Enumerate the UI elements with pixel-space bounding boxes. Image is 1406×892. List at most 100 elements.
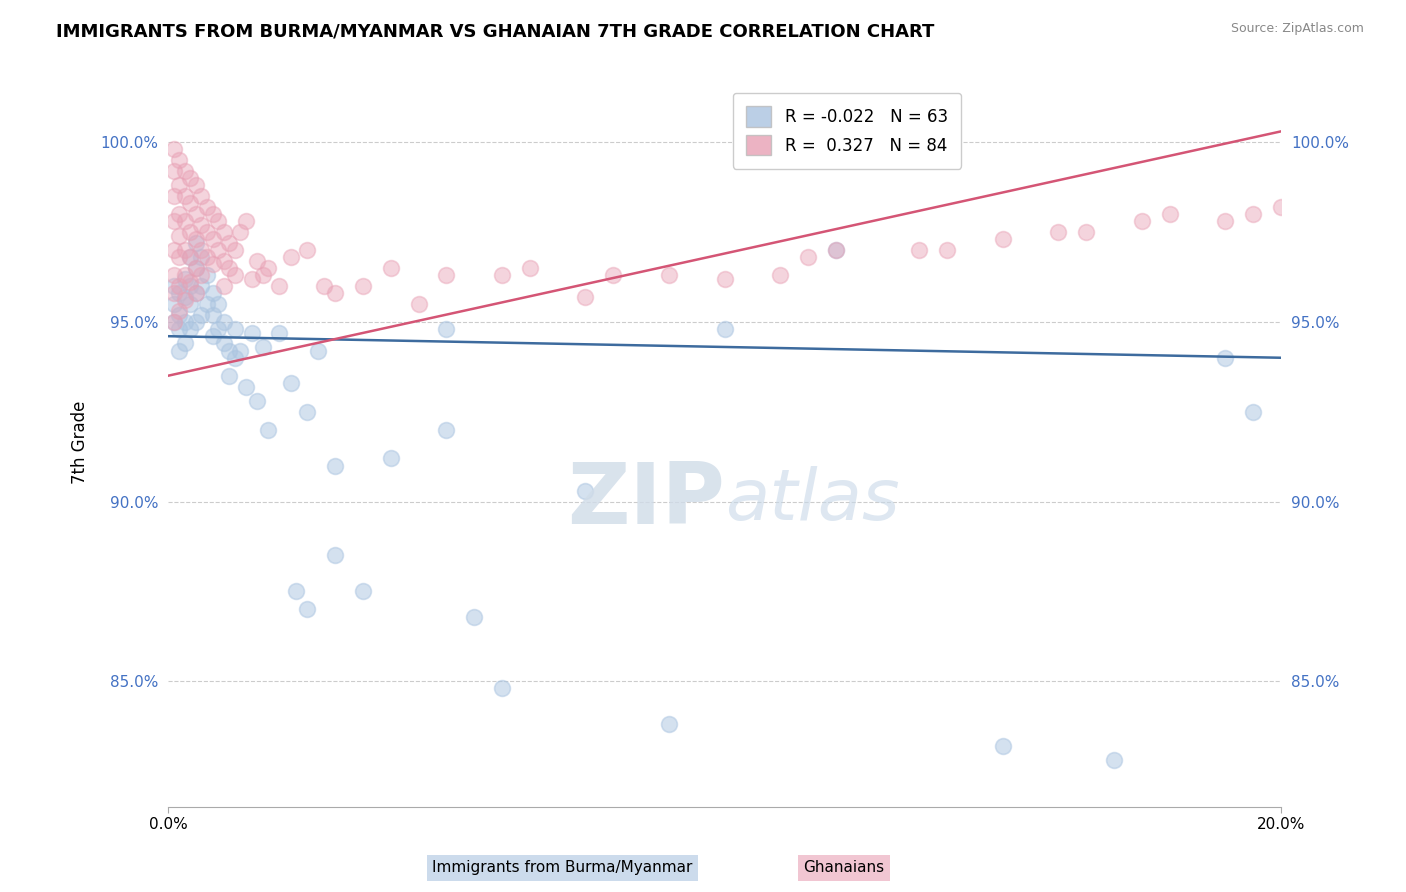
Point xyxy=(212,278,235,293)
Point xyxy=(179,250,201,264)
Text: IMMIGRANTS FROM BURMA/MYANMAR VS GHANAIAN 7TH GRADE CORRELATION CHART: IMMIGRANTS FROM BURMA/MYANMAR VS GHANAIA… xyxy=(56,22,935,40)
Point xyxy=(658,268,681,282)
Point xyxy=(190,268,212,282)
Point xyxy=(224,243,246,257)
Point xyxy=(323,458,346,473)
Point xyxy=(1076,225,1098,239)
Point xyxy=(352,278,374,293)
Point xyxy=(1270,200,1292,214)
Point xyxy=(323,549,346,563)
Point xyxy=(167,304,190,318)
Point xyxy=(162,315,184,329)
Point xyxy=(1047,225,1070,239)
Point xyxy=(229,343,252,358)
Point xyxy=(167,278,190,293)
Point xyxy=(307,343,329,358)
Point xyxy=(173,243,195,257)
Point xyxy=(257,423,280,437)
Point xyxy=(184,260,207,275)
Point xyxy=(713,322,735,336)
Point xyxy=(235,214,257,228)
Point xyxy=(574,290,596,304)
Point xyxy=(173,336,195,351)
Text: atlas: atlas xyxy=(724,467,900,535)
Point xyxy=(246,253,269,268)
Point xyxy=(184,232,207,246)
Point xyxy=(463,609,485,624)
Point xyxy=(179,297,201,311)
Point xyxy=(201,257,224,271)
Point xyxy=(167,153,190,167)
Point xyxy=(167,207,190,221)
Point xyxy=(257,260,280,275)
Point xyxy=(184,315,207,329)
Point xyxy=(190,278,212,293)
Point xyxy=(212,336,235,351)
Point xyxy=(434,423,457,437)
Point xyxy=(195,250,218,264)
Point xyxy=(162,164,184,178)
Point xyxy=(408,297,430,311)
Point xyxy=(991,739,1014,753)
Point xyxy=(195,268,218,282)
Point xyxy=(825,243,848,257)
Point xyxy=(519,260,541,275)
Point xyxy=(658,717,681,731)
Point xyxy=(173,189,195,203)
Point xyxy=(224,322,246,336)
Point xyxy=(179,225,201,239)
Point xyxy=(240,326,263,340)
Point xyxy=(167,178,190,193)
Point xyxy=(212,315,235,329)
Point xyxy=(195,297,218,311)
Point xyxy=(173,315,195,329)
Point xyxy=(936,243,959,257)
Point xyxy=(190,243,212,257)
Point xyxy=(269,278,291,293)
Point xyxy=(179,322,201,336)
Point xyxy=(195,200,218,214)
Point xyxy=(201,286,224,301)
Point xyxy=(312,278,335,293)
Point xyxy=(173,290,195,304)
Point xyxy=(162,278,184,293)
Point xyxy=(352,584,374,599)
Point xyxy=(285,584,308,599)
Point xyxy=(713,271,735,285)
Point xyxy=(1159,207,1181,221)
Point xyxy=(173,271,195,285)
Point xyxy=(173,268,195,282)
Point xyxy=(173,293,195,308)
Point xyxy=(1215,351,1237,365)
Point xyxy=(167,322,190,336)
Point xyxy=(252,268,274,282)
Point xyxy=(1241,405,1264,419)
Point xyxy=(991,232,1014,246)
Point xyxy=(1102,753,1125,767)
Point xyxy=(173,214,195,228)
Point xyxy=(162,268,184,282)
Point xyxy=(280,376,302,390)
Point xyxy=(207,214,229,228)
Point xyxy=(218,235,240,250)
Point xyxy=(179,278,201,293)
Point xyxy=(190,218,212,232)
Point xyxy=(207,297,229,311)
Point xyxy=(162,243,184,257)
Point xyxy=(380,451,402,466)
Point xyxy=(184,286,207,301)
Point xyxy=(491,268,513,282)
Point xyxy=(179,171,201,186)
Point xyxy=(167,343,190,358)
Point xyxy=(434,268,457,282)
Point xyxy=(184,286,207,301)
Point xyxy=(491,681,513,696)
Point xyxy=(246,393,269,408)
Point xyxy=(769,268,792,282)
Point xyxy=(167,286,190,301)
Point xyxy=(167,228,190,243)
Point xyxy=(201,329,224,343)
Point xyxy=(240,271,263,285)
Point xyxy=(179,250,201,264)
Point xyxy=(280,250,302,264)
